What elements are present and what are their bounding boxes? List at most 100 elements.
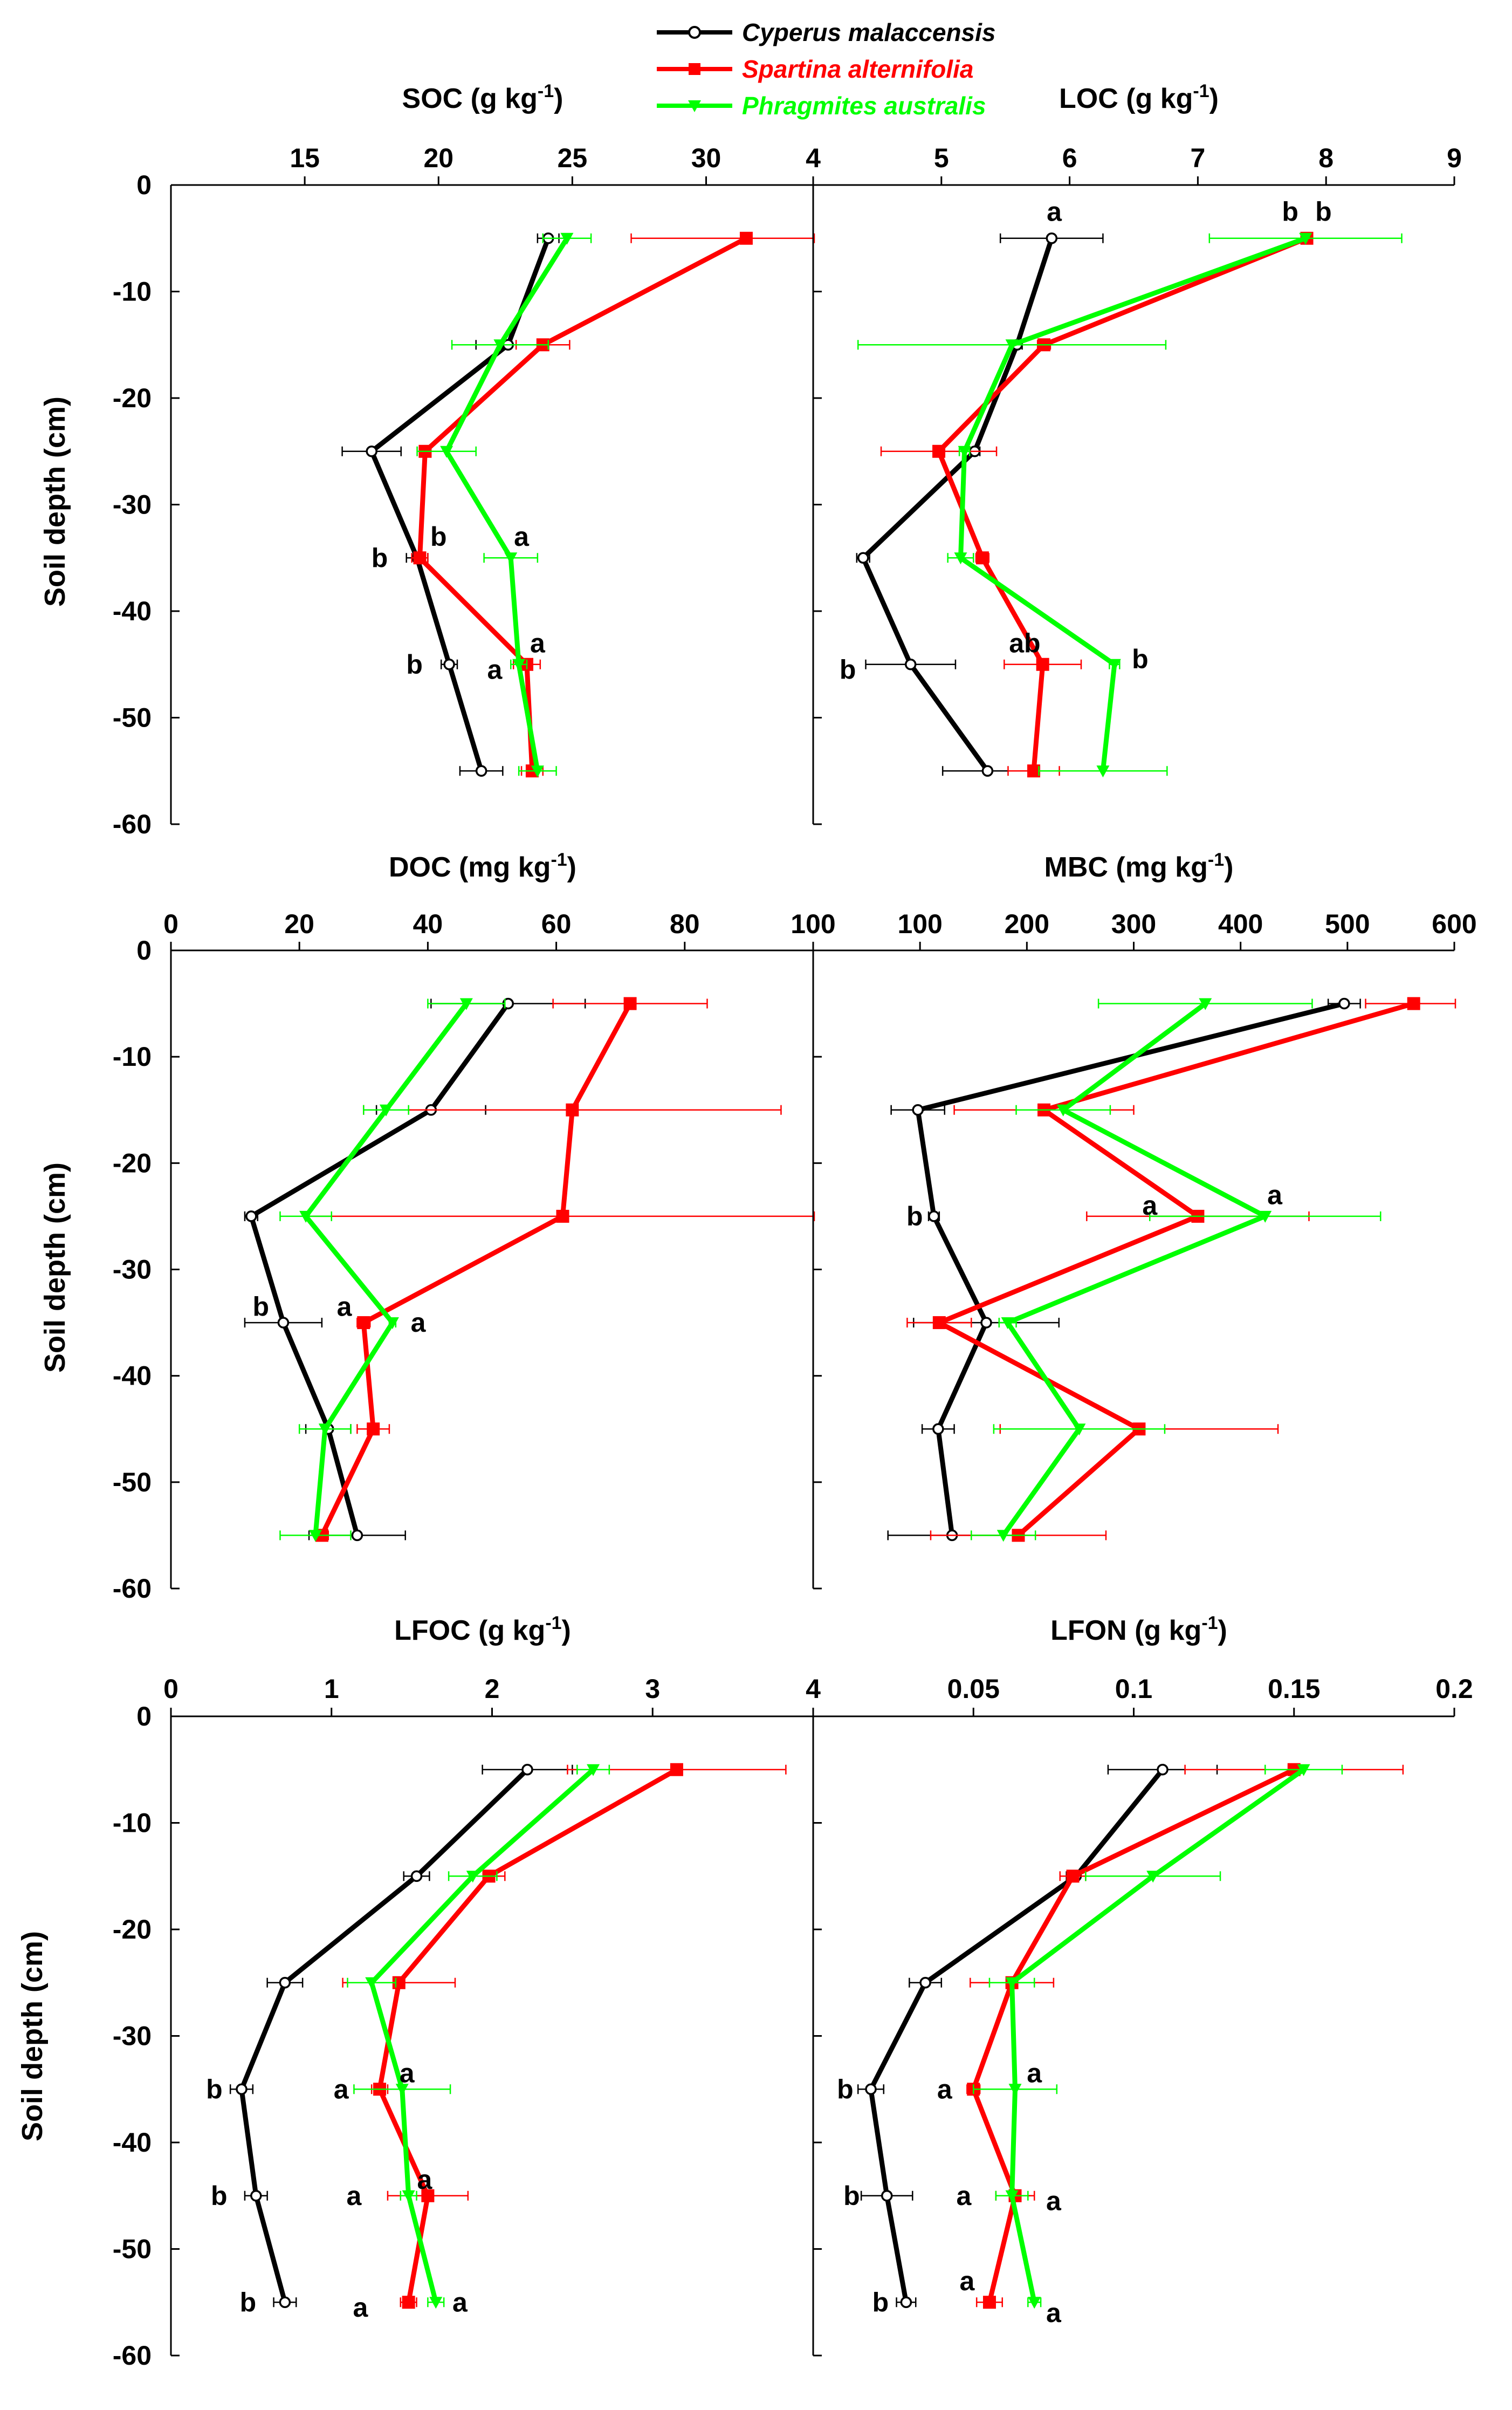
data-point: [881, 2190, 893, 2202]
y-tick-label: -40: [113, 1361, 152, 1391]
x-tick-label: 0.05: [947, 1674, 1000, 1704]
significance-label: a: [400, 2058, 415, 2089]
series-spartina-alternifolia: [411, 231, 815, 778]
legend-label: Cyperus malaccensis: [742, 18, 996, 46]
x-tick-label: 100: [791, 909, 835, 939]
legend-label: Spartina alternifolia: [742, 55, 973, 83]
x-tick-label: 0.15: [1268, 1674, 1320, 1704]
significance-label: a: [334, 2074, 349, 2104]
data-point: [299, 1210, 313, 1223]
data-point: [443, 659, 455, 670]
x-tick-label: 80: [670, 909, 700, 939]
data-point: [245, 1210, 257, 1222]
data-point: [739, 231, 753, 245]
panel-title: LOC (g kg-1): [1059, 81, 1219, 114]
series-line: [249, 1002, 510, 1536]
data-point: [429, 2297, 443, 2309]
significance-label: a: [514, 522, 530, 552]
series-phragmites-australis: [973, 1764, 1343, 2309]
x-tick-label: 600: [1432, 909, 1476, 939]
series-line: [868, 1768, 1165, 2303]
data-point: [395, 2084, 409, 2096]
x-tick-label: 40: [413, 909, 443, 939]
data-point: [512, 659, 526, 671]
y-axis-label: Soil depth (cm): [39, 1162, 71, 1373]
data-point: [365, 1977, 379, 1989]
data-point: [421, 2189, 435, 2202]
legend: Cyperus malaccensis Spartina alternifolia…: [657, 18, 996, 120]
series-line: [444, 237, 569, 772]
significance-label: b: [240, 2287, 257, 2317]
data-point: [1299, 232, 1312, 245]
series-phragmites-australis: [279, 998, 506, 1542]
y-tick-label: -60: [113, 809, 152, 839]
panel-title: LFOC (g kg-1): [394, 1613, 571, 1646]
data-point: [1046, 232, 1058, 244]
data-point: [1338, 997, 1350, 1010]
y-tick-label: -30: [113, 2021, 152, 2051]
significance-label: a: [957, 2181, 972, 2211]
x-tick-label: 9: [1447, 143, 1462, 173]
series-line: [369, 237, 551, 772]
significance-label: b: [372, 543, 388, 573]
x-tick-label: 6: [1062, 143, 1077, 173]
y-tick-label: -30: [113, 490, 152, 520]
series-cyperus-malaccensis: [229, 1764, 573, 2308]
x-tick-label: 60: [541, 909, 572, 939]
data-point: [928, 1210, 940, 1222]
significance-label: b: [206, 2074, 223, 2104]
series-spartina-alternifolia: [342, 1763, 787, 2309]
y-tick-label: 0: [136, 1701, 152, 1731]
data-point: [504, 552, 518, 565]
x-tick-label: 200: [1005, 909, 1049, 939]
significance-label: b: [1315, 196, 1332, 227]
y-tick-label: -10: [113, 1808, 152, 1838]
series-spartina-alternifolia: [966, 1763, 1404, 2309]
data-point: [975, 551, 989, 565]
data-point: [981, 765, 994, 777]
series-cyperus-malaccensis: [887, 997, 1361, 1542]
data-point: [459, 998, 473, 1010]
y-tick-label: -20: [113, 1148, 152, 1178]
y-tick-label: 0: [136, 170, 152, 200]
y-tick-label: -20: [113, 383, 152, 413]
data-point: [279, 2296, 291, 2308]
series-line: [1001, 1001, 1268, 1537]
significance-label: ab: [1009, 628, 1040, 658]
series-line: [319, 1002, 633, 1537]
data-point: [466, 1871, 479, 1883]
data-point: [402, 2296, 415, 2309]
x-tick-label: 3: [645, 1674, 660, 1704]
y-tick-label: -50: [113, 703, 152, 733]
legend-marker: [689, 63, 700, 75]
data-point: [980, 1317, 992, 1329]
legend-marker: [688, 100, 701, 112]
data-point: [521, 1764, 533, 1776]
series-line: [417, 236, 747, 771]
significance-label: a: [1267, 1180, 1283, 1210]
y-tick-label: -10: [113, 1042, 152, 1072]
data-point: [386, 1317, 399, 1330]
data-point: [366, 446, 377, 457]
series-cyperus-malaccensis: [244, 997, 586, 1542]
significance-label: a: [353, 2292, 368, 2323]
x-tick-label: 300: [1111, 909, 1156, 939]
y-tick-label: -10: [113, 277, 152, 307]
data-point: [932, 1423, 944, 1435]
data-point: [1056, 1104, 1070, 1117]
data-point: [1001, 1317, 1014, 1330]
data-point: [493, 339, 507, 352]
data-point: [857, 552, 869, 564]
data-point: [996, 1530, 1010, 1542]
data-point: [250, 2190, 262, 2202]
series-line: [1009, 1768, 1305, 2303]
series-spartina-alternifolia: [906, 997, 1456, 1542]
data-point: [912, 1104, 924, 1116]
data-point: [1005, 1977, 1019, 1989]
x-tick-label: 7: [1190, 143, 1205, 173]
y-tick-label: -30: [113, 1255, 152, 1285]
series-line: [369, 1768, 595, 2303]
significance-label: b: [872, 2287, 889, 2317]
data-point: [958, 446, 971, 458]
x-tick-label: 0: [163, 909, 178, 939]
